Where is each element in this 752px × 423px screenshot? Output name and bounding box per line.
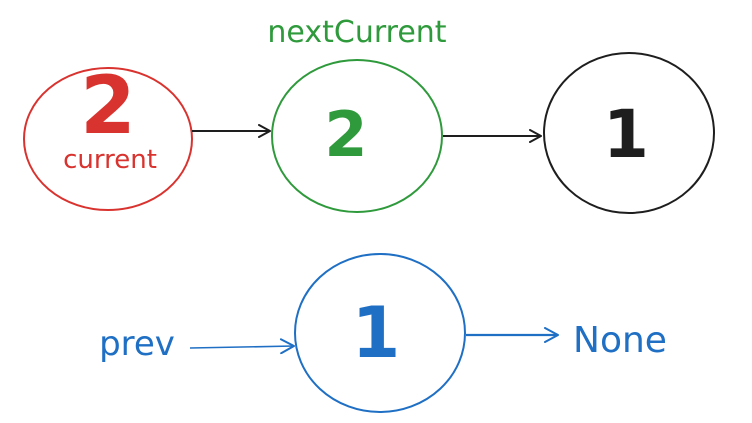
prev-node-value: 1 [352,292,401,374]
current-node-circle [23,67,193,211]
none-label: None [573,320,667,361]
tail-node-value: 1 [603,96,649,173]
next-current-node-circle [271,59,443,213]
current-node-label: current [63,145,157,175]
arrow-prev-to-node [189,338,295,355]
tail-node-circle [543,52,715,214]
next-current-node-value: 2 [324,98,367,171]
tail-node: 1 [543,52,715,214]
next-current-label: nextCurrent [267,15,446,50]
prev-node-circle [294,253,466,413]
current-node: 2 current [23,59,193,211]
next-current-node: 2 [271,59,443,213]
prev-node: 1 [294,253,466,413]
prev-label: prev [99,324,175,364]
current-node-value: 2 [80,59,136,152]
